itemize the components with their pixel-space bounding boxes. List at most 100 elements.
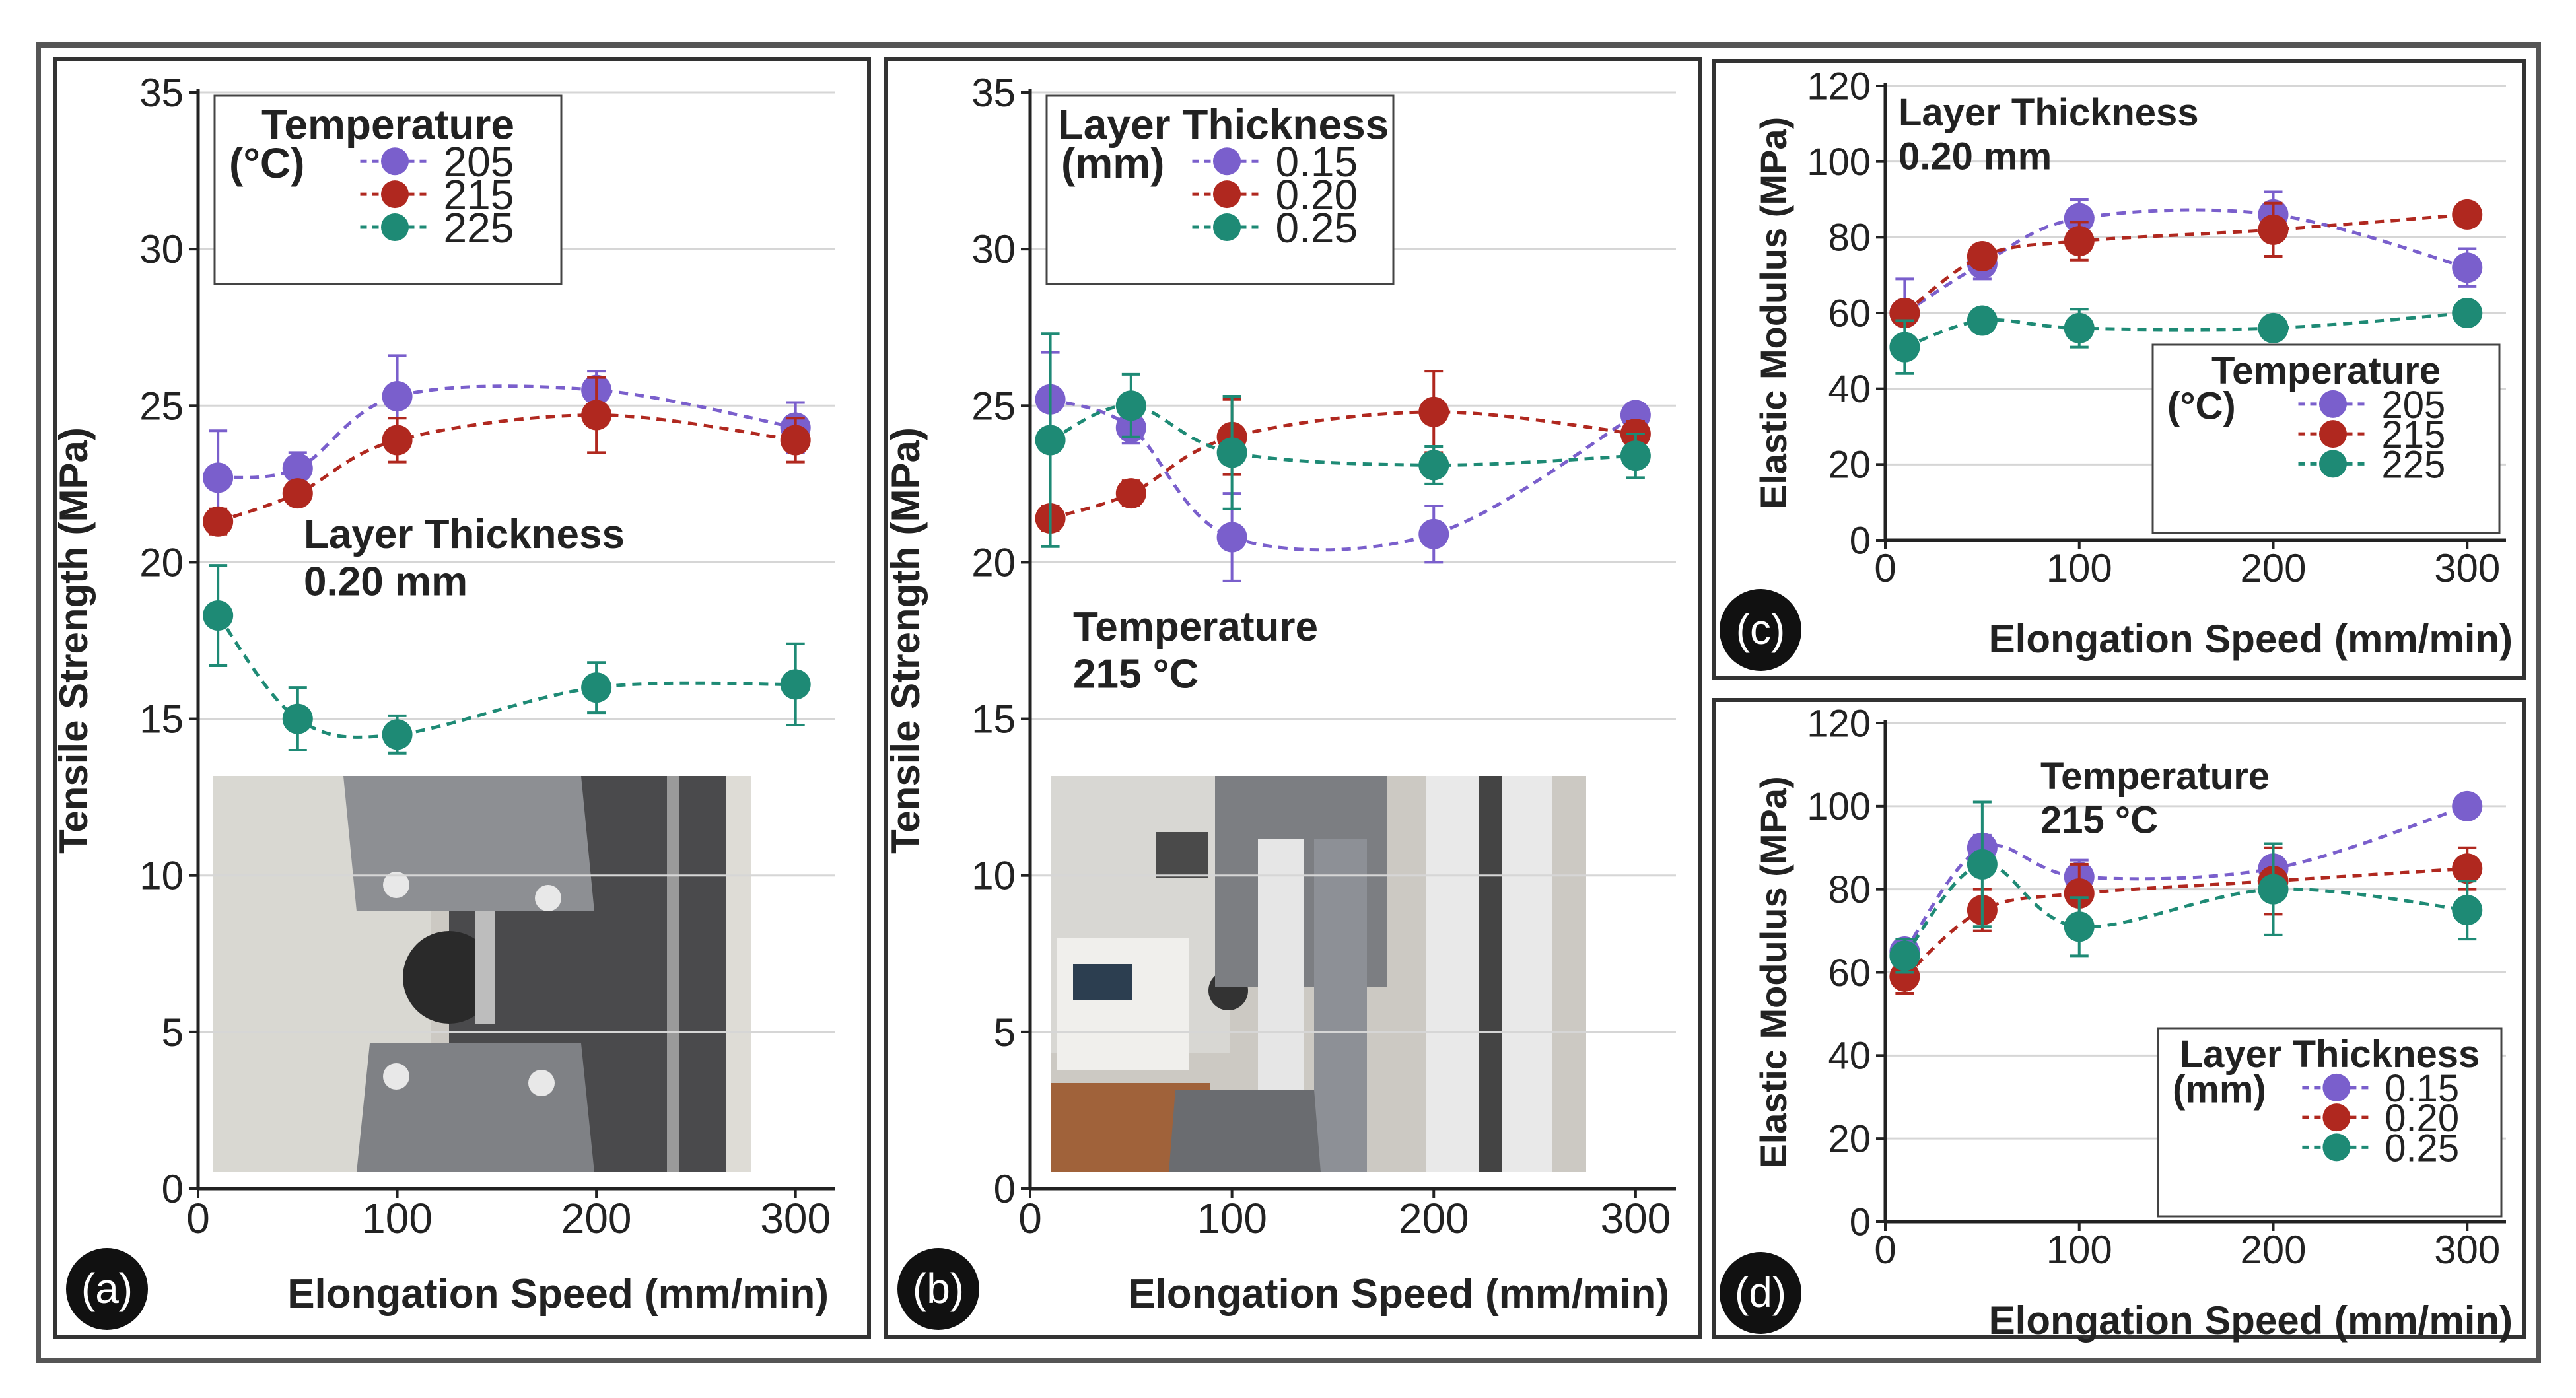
legend-marker xyxy=(2322,1073,2351,1101)
y-tick-label: 20 xyxy=(1828,444,1871,487)
y-tick-label: 30 xyxy=(971,227,1016,271)
y-tick-label: 0 xyxy=(994,1167,1016,1211)
series-line-0.25 xyxy=(1903,862,2468,957)
panel-a-photo xyxy=(213,776,751,1172)
panel-label-circle xyxy=(66,1248,148,1330)
data-point xyxy=(1889,940,1920,971)
x-tick-label: 300 xyxy=(760,1195,831,1242)
chart-4: 0 20 40 60 80 100 120 0 100 200 300 Elastic Modulus… xyxy=(1753,702,2513,1343)
data-point xyxy=(382,425,413,456)
data-point xyxy=(780,669,811,700)
panel-c-label-text: (c) xyxy=(1736,606,1786,653)
legend-marker xyxy=(1213,147,1241,176)
x-tick-label: 100 xyxy=(1197,1195,1267,1242)
legend-title: Layer Thickness xyxy=(1058,100,1389,148)
x-tick-label: 100 xyxy=(2046,1228,2112,1272)
legend-label: 0.25 xyxy=(1276,204,1358,252)
y-tick-label: 10 xyxy=(971,854,1016,898)
x-tick-label: 200 xyxy=(2240,1228,2306,1272)
x-tick-label: 0 xyxy=(1874,546,1896,590)
data-point xyxy=(2452,790,2483,821)
y-axis-label: Tensile Strength (MPa) xyxy=(884,427,928,854)
y-tick-label: 10 xyxy=(139,854,184,898)
y-tick-label: 120 xyxy=(1807,65,1871,108)
y-tick-label: 20 xyxy=(1828,1117,1871,1160)
data-point xyxy=(581,400,612,431)
x-tick-label: 100 xyxy=(362,1195,433,1242)
y-tick-label: 0 xyxy=(1850,519,1871,562)
data-point xyxy=(1889,961,1920,992)
data-point xyxy=(2064,203,2095,234)
panel-d-frame xyxy=(1712,698,2526,1339)
x-axis-label: Elongation Speed (mm/min) xyxy=(1989,1298,2513,1343)
panel-d: (d) xyxy=(1712,698,2526,1339)
data-point xyxy=(2452,199,2483,230)
x-tick-label: 300 xyxy=(1600,1195,1671,1242)
panel-label-circle xyxy=(1720,1252,1801,1334)
legend-label: 215 xyxy=(2382,413,2446,456)
x-tick-label: 0 xyxy=(1018,1195,1042,1242)
data-point xyxy=(1418,450,1449,481)
data-point xyxy=(1115,478,1146,509)
panel-b-label-text: (b) xyxy=(913,1265,964,1312)
data-point xyxy=(1216,522,1247,553)
legend-marker xyxy=(2319,390,2347,418)
y-tick-label: 40 xyxy=(1828,1035,1871,1078)
y-tick-label: 100 xyxy=(1807,785,1871,828)
data-point xyxy=(1115,390,1146,421)
x-tick-label: 200 xyxy=(1399,1195,1469,1242)
legend-marker xyxy=(2322,1103,2351,1132)
data-point xyxy=(1889,332,1920,363)
annotation-line-2: 0.20 mm xyxy=(304,559,468,604)
legend-subtitle: (°C) xyxy=(229,139,304,187)
y-tick-label: 5 xyxy=(994,1010,1016,1055)
y-tick-label: 15 xyxy=(139,697,184,742)
panel-b: (b) xyxy=(884,57,1702,1339)
y-tick-label: 35 xyxy=(139,71,184,115)
x-tick-label: 0 xyxy=(186,1195,210,1242)
panel-a-label-text: (a) xyxy=(81,1265,133,1312)
data-point xyxy=(2258,214,2289,245)
series-line-0.25 xyxy=(1049,403,1636,467)
legend-label: 215 xyxy=(444,171,514,219)
data-point xyxy=(2452,895,2483,926)
x-tick-label: 200 xyxy=(2240,546,2306,590)
legend-subtitle: (mm) xyxy=(1061,139,1164,187)
legend-marker xyxy=(381,213,409,242)
series-line-0.20 xyxy=(1903,866,2468,978)
legend-marker xyxy=(2322,1133,2351,1162)
panel-label-circle xyxy=(897,1248,979,1330)
data-point xyxy=(203,506,234,537)
y-tick-label: 100 xyxy=(1807,141,1871,184)
series-line-215 xyxy=(1903,213,2468,315)
data-point xyxy=(1035,425,1066,456)
data-point xyxy=(1620,440,1651,472)
panel-d-label-text: (d) xyxy=(1735,1269,1786,1316)
data-point xyxy=(2064,226,2095,257)
legend-title: Temperature xyxy=(2211,349,2441,392)
annotation-line-2: 215 °C xyxy=(1073,651,1199,697)
legend-subtitle: (mm) xyxy=(2173,1068,2266,1111)
y-tick-label: 20 xyxy=(139,540,184,584)
data-point xyxy=(2258,312,2289,343)
y-axis-label: Tensile Strength (MPa) xyxy=(52,427,96,854)
y-axis-label: Elastic Modulus (MPa) xyxy=(1753,776,1794,1168)
legend-marker xyxy=(2319,420,2347,448)
annotation-line-1: Layer Thickness xyxy=(1898,91,2199,134)
data-point xyxy=(2452,298,2483,328)
y-tick-label: 120 xyxy=(1807,702,1871,745)
series-line-225 xyxy=(217,614,796,739)
data-point xyxy=(2258,874,2289,905)
data-point xyxy=(2064,312,2095,343)
x-tick-label: 200 xyxy=(561,1195,632,1242)
annotation-line-1: Layer Thickness xyxy=(304,512,625,557)
chart-3: 0 20 40 60 80 100 120 0 100 200 300 Elastic Modulus… xyxy=(1753,65,2513,661)
legend-label: 225 xyxy=(444,204,514,252)
series-line-0.15 xyxy=(1903,804,2468,953)
chart-1: 0 5 10 15 20 25 30 35 0 100 200 300 Tensile Strength… xyxy=(52,71,835,1317)
legend-title: Layer Thickness xyxy=(2180,1033,2480,1076)
y-tick-label: 40 xyxy=(1828,368,1871,411)
annotation-line-2: 215 °C xyxy=(2040,799,2158,842)
